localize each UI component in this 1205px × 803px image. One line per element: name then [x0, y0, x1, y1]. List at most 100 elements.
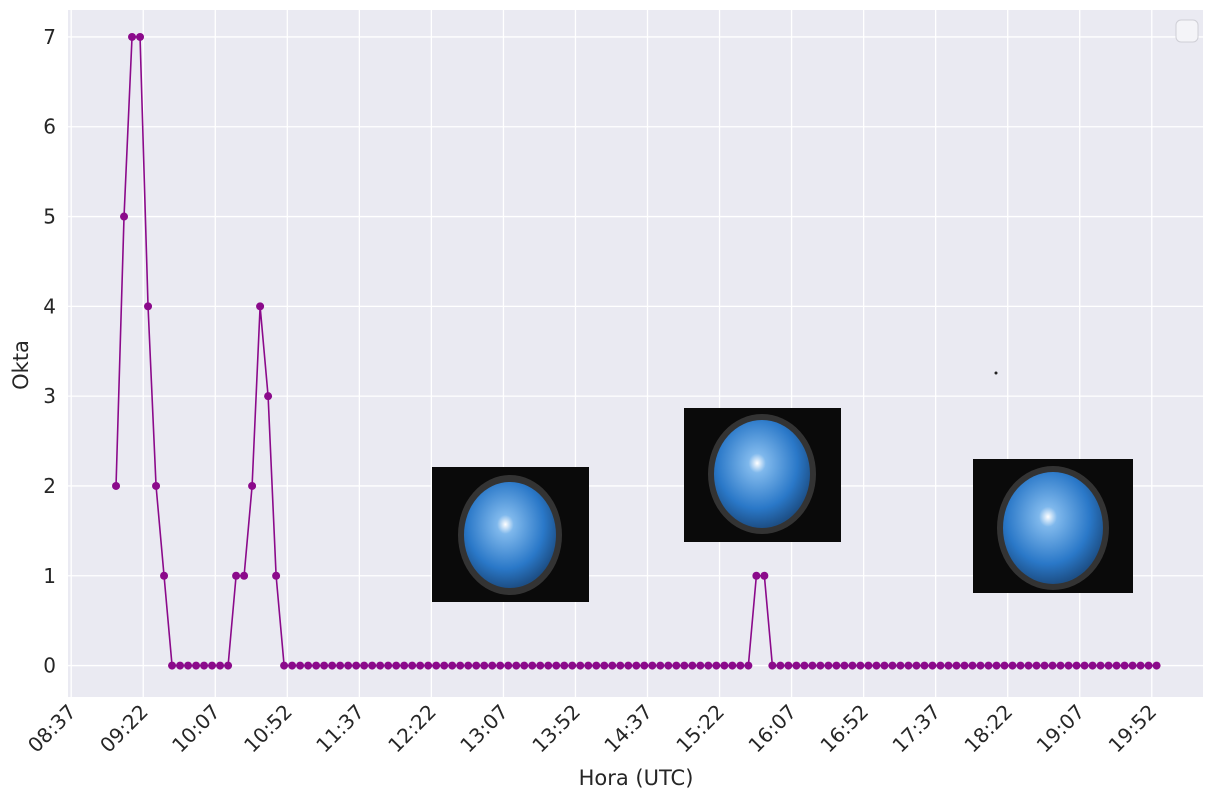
point [352, 662, 360, 670]
x-tick-label: 10:07 [167, 700, 225, 758]
point [384, 662, 392, 670]
point [880, 662, 888, 670]
x-tick-label: 13:52 [527, 700, 585, 758]
sky-image [684, 408, 841, 542]
x-tick-label: 17:37 [887, 700, 945, 758]
point [1025, 662, 1033, 670]
point [816, 662, 824, 670]
point [672, 662, 680, 670]
x-tick-label: 18:22 [960, 700, 1018, 758]
point [736, 662, 744, 670]
point [1057, 662, 1065, 670]
y-axis-label: Okta [9, 340, 33, 390]
x-tick-label: 09:22 [95, 700, 153, 758]
point [920, 662, 928, 670]
point [392, 662, 400, 670]
point [576, 662, 584, 670]
point [720, 662, 728, 670]
point [584, 662, 592, 670]
point [112, 482, 120, 490]
point [144, 302, 152, 310]
point [848, 662, 856, 670]
point [432, 662, 440, 670]
x-tick-label: 08:37 [23, 700, 81, 758]
point [1113, 662, 1121, 670]
point [424, 662, 432, 670]
point [440, 662, 448, 670]
point [552, 662, 560, 670]
point [888, 662, 896, 670]
point [896, 662, 904, 670]
point [272, 572, 280, 580]
point [784, 662, 792, 670]
point [184, 662, 192, 670]
point [568, 662, 576, 670]
point [528, 662, 536, 670]
point [560, 662, 568, 670]
point [1137, 662, 1145, 670]
point [648, 662, 656, 670]
point [728, 662, 736, 670]
x-axis-label: Hora (UTC) [579, 766, 694, 790]
point [912, 662, 920, 670]
x-tick-label: 16:07 [743, 700, 801, 758]
point [216, 662, 224, 670]
point [760, 572, 768, 580]
y-tick-label: 3 [43, 384, 56, 408]
point [368, 662, 376, 670]
point [128, 33, 136, 41]
y-tick-label: 2 [43, 474, 56, 498]
point [768, 662, 776, 670]
y-tick-label: 6 [43, 115, 56, 139]
point [256, 302, 264, 310]
point [208, 662, 216, 670]
dot [995, 372, 998, 375]
point [464, 662, 472, 670]
sky-image [973, 459, 1133, 593]
point [680, 662, 688, 670]
point [488, 662, 496, 670]
point [856, 662, 864, 670]
point [472, 662, 480, 670]
point [984, 662, 992, 670]
point [776, 662, 784, 670]
point [992, 662, 1000, 670]
point [176, 662, 184, 670]
point [592, 662, 600, 670]
sky-image [432, 467, 589, 602]
y-tick-label: 7 [43, 25, 56, 49]
x-tick-label: 19:52 [1104, 700, 1162, 758]
point [976, 662, 984, 670]
point [336, 662, 344, 670]
point [224, 662, 232, 670]
point [160, 572, 168, 580]
point [640, 662, 648, 670]
x-tick-label: 19:07 [1032, 700, 1090, 758]
point [800, 662, 808, 670]
point [1097, 662, 1105, 670]
point [1017, 662, 1025, 670]
point [1073, 662, 1081, 670]
point [792, 662, 800, 670]
point [232, 572, 240, 580]
x-tick-label: 14:37 [599, 700, 657, 758]
point [264, 392, 272, 400]
point [904, 662, 912, 670]
x-tick-label: 13:07 [455, 700, 513, 758]
point [1105, 662, 1113, 670]
point [328, 662, 336, 670]
point [136, 33, 144, 41]
point [152, 482, 160, 490]
point [1153, 662, 1161, 670]
plot-area [68, 10, 1203, 697]
y-tick-label: 1 [43, 564, 56, 588]
point [296, 662, 304, 670]
point [752, 572, 760, 580]
point [832, 662, 840, 670]
point [608, 662, 616, 670]
point [840, 662, 848, 670]
point [456, 662, 464, 670]
point [928, 662, 936, 670]
point [1000, 662, 1008, 670]
point [496, 662, 504, 670]
